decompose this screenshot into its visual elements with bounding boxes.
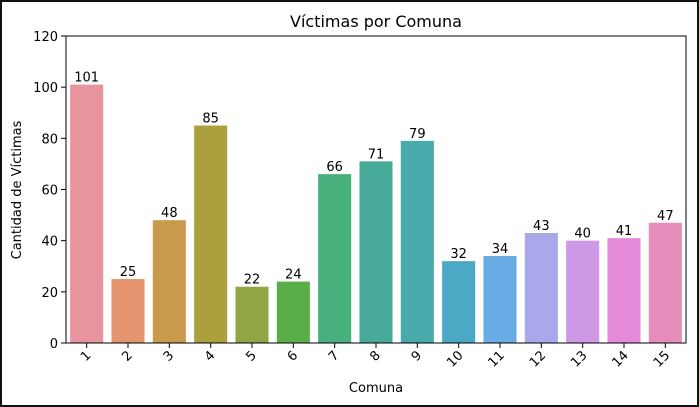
bar-value-label: 25 <box>120 265 137 280</box>
x-tick-label: 7 <box>326 348 342 364</box>
bar-value-label: 40 <box>574 227 591 242</box>
bar <box>235 286 269 343</box>
x-axis-label: Comuna <box>349 381 403 396</box>
bar-value-labels: 101 25 48 85 22 24 66 71 79 32 34 43 40 41 47 <box>74 71 673 288</box>
y-axis: 0 20 40 60 80 100 120 <box>33 30 66 352</box>
bar <box>524 232 558 343</box>
bar-value-label: 66 <box>326 160 343 175</box>
bar-value-label: 43 <box>533 219 550 234</box>
bar-value-label: 71 <box>368 147 385 162</box>
bar <box>111 279 145 343</box>
bar-value-label: 22 <box>244 273 261 288</box>
bar-value-label: 79 <box>409 127 426 142</box>
bar <box>566 240 600 343</box>
y-tick-label: 100 <box>33 81 58 96</box>
y-tick-label: 80 <box>41 132 58 147</box>
x-tick-label: 3 <box>161 348 177 364</box>
x-tick-label: 4 <box>202 348 218 364</box>
x-tick-label: 2 <box>119 348 135 364</box>
y-tick-label: 20 <box>41 286 58 301</box>
bar <box>359 161 393 343</box>
bar <box>318 174 352 343</box>
bar-value-label: 101 <box>74 71 99 86</box>
bar <box>152 220 186 343</box>
bar <box>70 84 104 343</box>
bar-value-label: 48 <box>161 206 178 221</box>
bar <box>194 125 228 344</box>
bar <box>607 238 641 343</box>
bar <box>400 140 434 343</box>
y-axis-label: Cantidad de Víctimas <box>10 120 25 259</box>
bar <box>648 222 682 343</box>
x-tick-label: 13 <box>568 348 590 370</box>
x-tick-label: 9 <box>409 348 425 364</box>
bars <box>70 84 682 344</box>
x-tick-label: 12 <box>527 348 549 370</box>
y-tick-label: 40 <box>41 235 58 250</box>
bar-value-label: 47 <box>657 209 674 224</box>
bar <box>483 256 517 343</box>
y-tick-label: 0 <box>50 337 58 352</box>
bar-value-label: 41 <box>616 224 633 239</box>
bar-value-label: 34 <box>492 242 509 257</box>
x-tick-label: 15 <box>651 348 673 370</box>
bar-value-label: 85 <box>202 112 219 127</box>
y-tick-label: 60 <box>41 184 58 199</box>
x-tick-label: 14 <box>610 348 632 370</box>
y-tick-label: 120 <box>33 30 58 45</box>
bar-value-label: 24 <box>285 268 302 283</box>
x-tick-label: 8 <box>367 348 383 364</box>
bar <box>442 261 476 343</box>
bar-value-label: 32 <box>450 247 467 262</box>
x-axis: 1 2 3 4 5 6 7 8 9 10 11 12 13 14 15 <box>78 343 673 371</box>
x-tick-label: 10 <box>444 348 466 370</box>
plot-area-border <box>65 35 687 344</box>
bar <box>276 281 310 343</box>
x-tick-label: 11 <box>486 348 508 370</box>
x-tick-label: 5 <box>243 348 259 364</box>
x-tick-label: 6 <box>285 348 301 364</box>
x-tick-label: 1 <box>78 348 94 364</box>
chart-title: Víctimas por Comuna <box>290 12 462 31</box>
